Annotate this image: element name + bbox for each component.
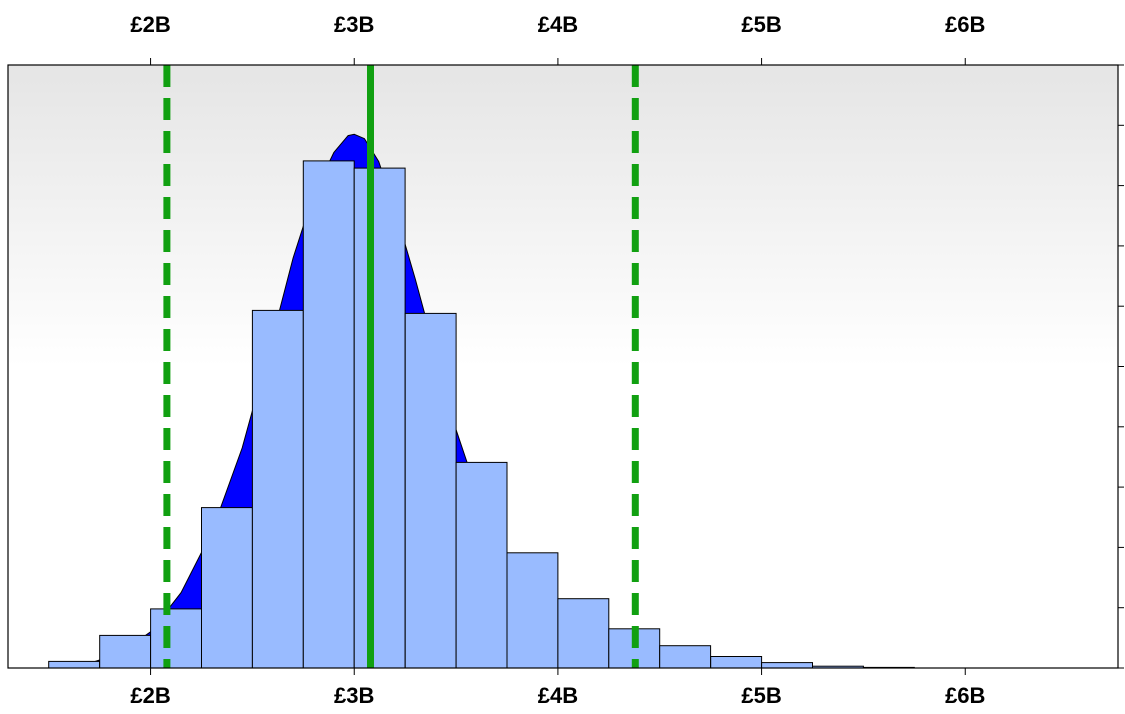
histogram-bar [659,645,712,669]
histogram-bar [557,598,610,669]
histogram-bar [761,662,813,669]
histogram-bar [506,552,559,669]
top-tick-label: £5B [741,12,781,37]
histogram-bar [353,167,406,669]
histogram-bar [99,634,152,669]
histogram-bar [150,608,203,669]
top-tick-label: £3B [334,12,374,37]
bottom-tick-label: £5B [741,683,781,708]
histogram-bar [48,660,101,669]
bottom-tick-label: £3B [334,683,374,708]
histogram-bar [201,507,253,669]
bottom-tick-label: £6B [945,683,985,708]
histogram-bar [302,160,355,669]
plot-background [8,65,1118,668]
histogram-bar [404,312,457,669]
bottom-tick-label: £2B [130,683,170,708]
bottom-tick-label: £4B [538,683,578,708]
top-tick-label: £4B [538,12,578,37]
top-tick-label: £2B [130,12,170,37]
histogram-bar [455,461,508,669]
top-tick-label: £6B [945,12,985,37]
histogram-bar [710,656,763,669]
histogram-bar [251,309,304,669]
